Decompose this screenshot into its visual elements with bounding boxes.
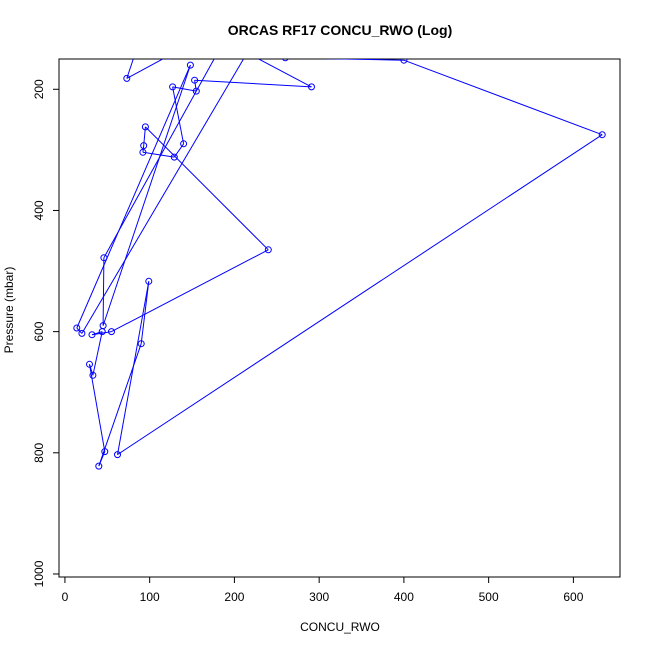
series-segment: [117, 134, 603, 456]
series-segment: [126, 59, 134, 79]
x-axis-label: CONCU_RWO: [300, 620, 380, 634]
y-axis: 200 400 600 800 1000: [32, 79, 60, 587]
data-point: [191, 76, 199, 84]
series-segment: [194, 80, 197, 92]
data-point: [244, 50, 250, 56]
series-segment: [76, 327, 83, 334]
series-segment: [172, 86, 197, 92]
y-tick-label: 600: [32, 321, 46, 341]
data-point: [192, 87, 200, 95]
x-tick-label: 300: [309, 590, 329, 604]
data-point: [145, 277, 153, 285]
data-point: [114, 451, 121, 459]
data-point: [101, 448, 109, 456]
data-point: [99, 322, 107, 330]
series-segment: [89, 364, 106, 452]
y-axis-label: Pressure (mbar): [2, 267, 16, 354]
series-segment: [140, 281, 150, 344]
data-point: [264, 246, 272, 254]
series-segment: [98, 451, 106, 467]
data-point: [141, 123, 149, 131]
data-point: [88, 331, 96, 339]
series-segment: [81, 59, 245, 334]
data-point: [169, 83, 177, 91]
data-point: [219, 50, 225, 56]
series-segment: [173, 143, 185, 158]
series-segment: [111, 249, 269, 333]
data-point: [86, 360, 93, 368]
series-segment: [98, 343, 142, 467]
x-tick-label: 600: [563, 590, 583, 604]
x-tick-label: 500: [479, 590, 499, 604]
series-segment: [76, 64, 191, 329]
data-point: [73, 324, 81, 332]
x-tick-label: 200: [224, 590, 244, 604]
series-segment: [92, 331, 103, 376]
y-tick-label: 1000: [32, 560, 46, 587]
plot-area-border: [58, 58, 621, 578]
x-tick-label: 0: [62, 590, 69, 604]
data-point: [308, 83, 315, 91]
series-segment: [194, 79, 312, 88]
x-tick-label: 400: [394, 590, 414, 604]
data-point: [132, 50, 138, 56]
data-point: [166, 59, 171, 60]
series-segment: [142, 151, 175, 158]
data-point: [137, 340, 145, 348]
series-segment: [103, 59, 215, 258]
data-point: [139, 148, 147, 156]
x-axis: 0 100 200 300 400 500 600: [62, 576, 584, 604]
data-point: [598, 131, 606, 139]
data-point: [180, 140, 188, 148]
series-segment: [126, 59, 164, 79]
y-tick-label: 200: [32, 79, 46, 99]
series-segment: [319, 59, 404, 61]
series-layer: [73, 50, 606, 470]
data-point: [78, 329, 86, 337]
data-point: [123, 74, 131, 82]
data-point: [140, 142, 148, 150]
series-segment: [145, 126, 269, 251]
series-segment: [403, 59, 603, 136]
series-segment: [172, 86, 185, 144]
x-tick-label: 100: [140, 590, 160, 604]
data-point: [89, 371, 97, 379]
series-segment: [89, 364, 94, 376]
y-tick-label: 400: [32, 200, 46, 220]
data-point: [170, 153, 178, 161]
y-tick-label: 800: [32, 442, 46, 462]
data-point: [400, 59, 408, 64]
series-segment: [257, 59, 312, 88]
data-point: [215, 50, 221, 56]
data-point: [186, 61, 194, 69]
data-point: [100, 254, 108, 262]
data-point: [95, 462, 103, 470]
series-segment: [222, 53, 286, 58]
data-point: [282, 59, 289, 62]
series-segment: [102, 64, 191, 326]
series-segment: [102, 257, 105, 326]
chart-title: ORCAS RF17 CONCU_RWO (Log): [228, 22, 453, 38]
data-point: [108, 328, 115, 336]
series-segment: [168, 53, 221, 56]
